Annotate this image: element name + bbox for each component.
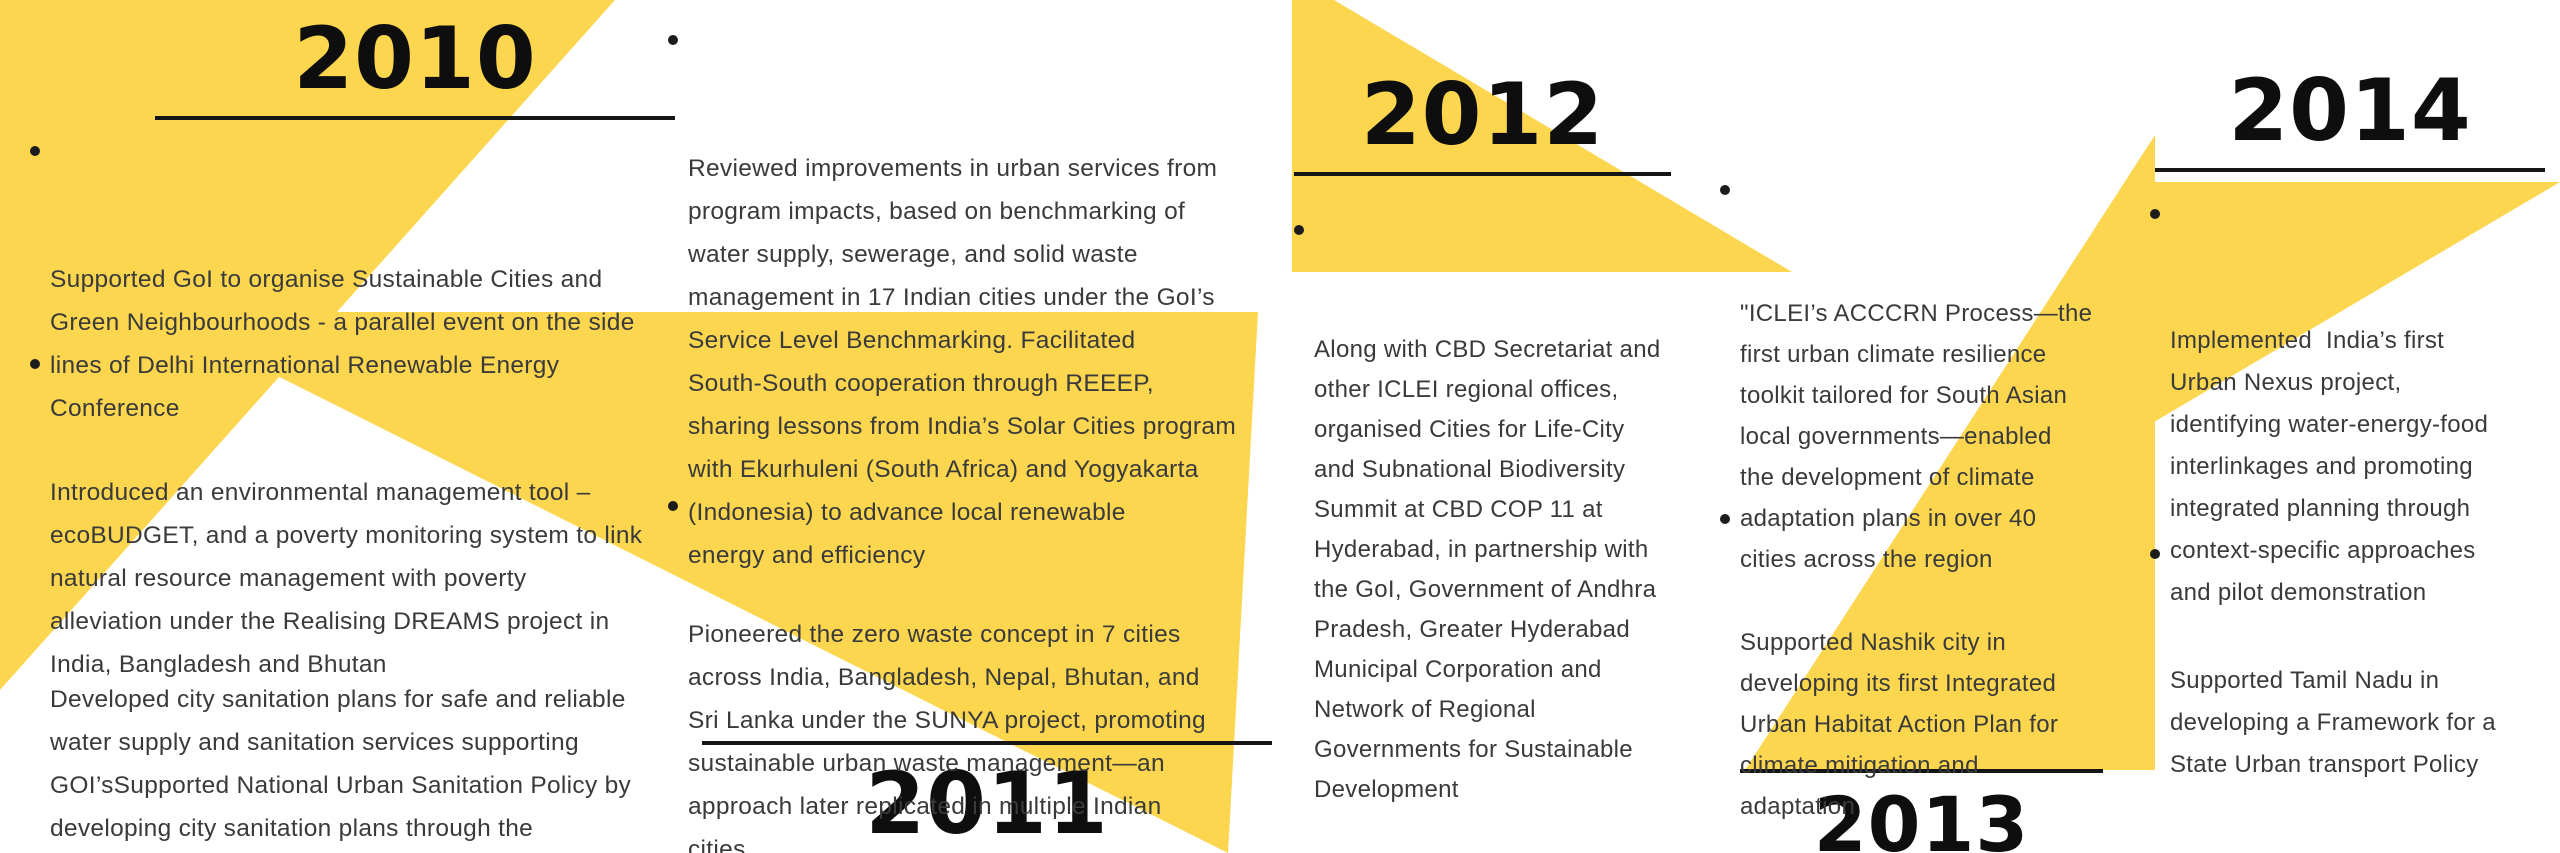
year-heading-2011: 2011	[702, 741, 1272, 853]
yellow-triangle-2013-icon	[1745, 135, 2155, 770]
bullet-text: Along with CBD Secretariat and other ICL…	[1314, 336, 1661, 803]
paragraph-item: Developed city sanitation plans for safe…	[28, 592, 690, 853]
year-overline-2011	[702, 741, 1272, 745]
year-label-2013: 2013	[1813, 780, 2030, 853]
year-heading-2010: 2010	[155, 10, 675, 120]
bullet-text: Reviewed improvements in urban services …	[688, 155, 1237, 569]
year-overline-2013	[1740, 769, 2103, 773]
yellow-triangle-2014-icon	[2132, 182, 2560, 435]
year-label-2014: 2014	[2228, 61, 2472, 161]
bullet-dot-icon	[668, 501, 678, 511]
bullet-text: Pioneered the zero waste concept in 7 ci…	[688, 621, 1206, 853]
bullet-item: Introduced an environmental management t…	[28, 342, 690, 772]
bullet-dot-icon	[2150, 549, 2160, 559]
yellow-triangle-2012-icon	[1292, 0, 1792, 272]
bullet-text: Supported Nashik city in developing its …	[1740, 629, 2059, 820]
bullet-item: Pioneered the zero waste concept in 7 ci…	[666, 484, 1328, 853]
bullet-text: "ICLEI’s ACCCRN Process—the first urban …	[1740, 300, 2093, 573]
bullet-item: Reviewed improvements in urban services …	[666, 18, 1328, 663]
year-underline-2014	[2155, 168, 2545, 172]
bullet-dot-icon	[30, 359, 40, 369]
bullet-dot-icon	[2150, 209, 2160, 219]
paragraph-text: Developed city sanitation plans for safe…	[50, 686, 632, 842]
bullet-item: Supported Tamil Nadu in developing a Fra…	[2148, 534, 2560, 853]
year-label-2011: 2011	[865, 754, 1109, 853]
bullet-item: Along with CBD Secretariat and other ICL…	[1292, 210, 1689, 853]
bullet-dot-icon	[668, 35, 678, 45]
bullet-dot-icon	[30, 146, 40, 156]
bullet-text: Implemented India’s first Urban Nexus pr…	[2170, 327, 2489, 606]
year-underline-2010	[155, 116, 675, 120]
year-underline-2012	[1294, 172, 1671, 176]
year-label-2010: 2010	[293, 9, 537, 109]
yellow-triangle-middle-icon	[150, 312, 1258, 853]
bullet-dot-icon	[1720, 514, 1730, 524]
bullet-text: Supported Tamil Nadu in developing a Fra…	[2170, 667, 2496, 778]
year-heading-2014: 2014	[2155, 62, 2545, 172]
bullet-dot-icon	[1720, 185, 1730, 195]
year-heading-2012: 2012	[1294, 66, 1671, 176]
year-heading-2013: 2013	[1740, 769, 2103, 853]
bullet-text: Introduced an environmental management t…	[50, 479, 643, 678]
bullet-item: Supported Nashik city in developing its …	[1718, 499, 2140, 853]
bullet-item: "ICLEI’s ACCCRN Process—the first urban …	[1718, 170, 2140, 662]
year-label-2012: 2012	[1360, 65, 1605, 165]
bullet-item: Implemented India’s first Urban Nexus pr…	[2148, 194, 2560, 698]
bullet-item: Supported GoI to organise Sustainable Ci…	[28, 129, 690, 516]
bullet-text: Supported GoI to organise Sustainable Ci…	[50, 266, 635, 422]
bullet-dot-icon	[1294, 225, 1304, 235]
